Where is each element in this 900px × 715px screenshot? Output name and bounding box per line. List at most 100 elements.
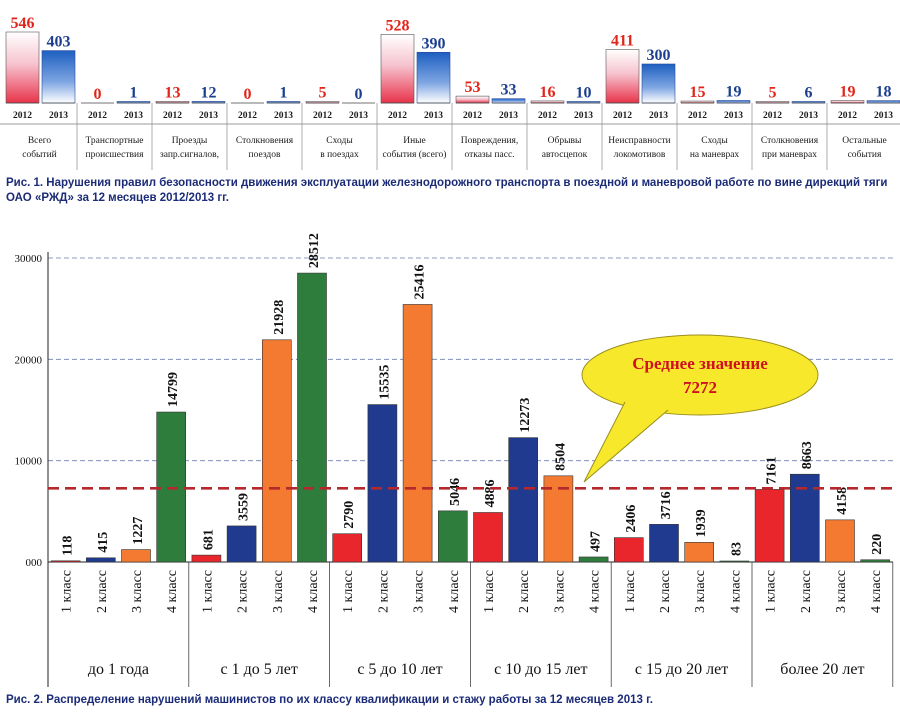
x-tick-label: 2 класс <box>95 570 110 613</box>
x-tick-label: 1 класс <box>482 570 497 613</box>
average-callout: Среднее значение 7272 <box>581 334 819 483</box>
value-label: 403 <box>47 34 71 51</box>
value-label: 12273 <box>518 398 533 433</box>
value-label: 19 <box>840 84 856 101</box>
bar-class-1 <box>191 554 222 563</box>
experience-group-label: с 1 до 5 лет <box>221 661 298 678</box>
value-label: 300 <box>647 47 671 64</box>
value-label: 1 <box>130 85 138 102</box>
group-3: 13 2012 12 2013 Проезды запр.сигналов, <box>151 84 226 170</box>
value-label: 15 <box>690 84 706 101</box>
bar-class-3 <box>543 475 574 563</box>
bar-class-3 <box>121 549 151 563</box>
callout-pointer-edge <box>583 401 669 483</box>
year-label: 2012 <box>688 111 707 121</box>
value-label: 3559 <box>237 493 252 521</box>
category-label-line2: события <box>848 149 882 160</box>
value-label: 390 <box>422 35 446 52</box>
experience-group-label: с 10 до 15 лет <box>494 661 587 678</box>
bar-class-4 <box>297 272 327 563</box>
value-label: 19 <box>726 84 742 101</box>
category-label-line2: событий <box>22 149 57 160</box>
value-label: 83 <box>729 542 744 556</box>
x-tick-label: 2 класс <box>376 570 391 613</box>
bar-class-4 <box>437 510 468 563</box>
bar-class-1 <box>473 512 503 563</box>
experience-group-label: более 20 лет <box>780 661 864 678</box>
experience-group-4: 4886 1 класс 12273 2 класс 8504 3 класс 497 4 к… <box>473 398 612 687</box>
experience-group-3: 2790 1 класс 15535 2 класс 25416 3 класс 5046 4… <box>332 264 471 687</box>
experience-group-2: 681 1 класс 3559 2 класс 21928 3 класс 28512 4 … <box>191 233 331 687</box>
value-label: 5 <box>319 85 327 102</box>
category-label-line2: в поездах <box>320 150 359 160</box>
bar-class-3 <box>402 304 433 563</box>
y-tick-label: 20000 <box>15 354 43 366</box>
x-tick-label: 2 класс <box>658 570 673 613</box>
bar-class-2 <box>649 524 679 563</box>
value-label: 411 <box>611 33 634 50</box>
category-label-line1: Повреждения, <box>461 136 519 146</box>
value-label: 1939 <box>694 509 709 537</box>
value-label: 28512 <box>307 233 322 268</box>
value-label: 25416 <box>413 264 428 299</box>
year-label: 2012 <box>163 111 182 121</box>
category-label-line1: Неисправности <box>608 136 670 146</box>
group-9: 411 2012 300 2013 Неисправности локомотивов <box>601 33 676 170</box>
value-label: 4158 <box>835 487 850 515</box>
year-label: 2013 <box>349 111 368 121</box>
year-label: 2012 <box>613 111 632 121</box>
bar-class-4 <box>578 556 609 563</box>
year-label: 2013 <box>49 111 68 121</box>
value-label: 0 <box>355 86 363 103</box>
value-label: 14799 <box>166 372 181 407</box>
x-tick-label: 1 класс <box>60 570 75 613</box>
category-label-line1: Проезды <box>172 136 208 146</box>
group-11: 5 2012 6 2013 Столкновения при маневрах <box>751 85 826 170</box>
value-label: 118 <box>61 536 76 556</box>
category-label-line2: поездов <box>249 150 281 160</box>
value-label: 5 <box>769 85 777 102</box>
y-tick-label: 000 <box>26 557 43 569</box>
x-tick-label: 3 класс <box>130 570 145 613</box>
group-4: 0 2012 1 2013 Столкновения поездов <box>226 85 301 170</box>
category-label-line2: события (всего) <box>383 149 447 160</box>
bar-2012 <box>380 34 415 104</box>
x-tick-label: 2 класс <box>236 570 251 613</box>
group-8: 16 2012 10 2013 Обрывы автосцепок <box>526 84 601 170</box>
year-label: 2013 <box>274 111 293 121</box>
value-label: 415 <box>96 532 111 553</box>
year-label: 2013 <box>574 111 593 121</box>
category-label-line2: автосцепок <box>542 150 588 160</box>
x-tick-label: 2 класс <box>799 570 814 613</box>
year-label: 2013 <box>199 111 218 121</box>
average-value: 7272 <box>683 378 717 397</box>
value-label: 4886 <box>483 479 498 507</box>
category-label-line1: Столкновения <box>236 136 294 146</box>
x-tick-label: 1 класс <box>623 570 638 613</box>
violations-comparison-chart: 54620124032013Всегособытий0201212013Тран… <box>0 15 900 170</box>
average-label: Среднее значение <box>632 354 768 373</box>
value-label: 1227 <box>131 517 146 545</box>
value-label: 220 <box>870 534 885 555</box>
bar-class-4 <box>860 559 891 563</box>
category-label-line1: Остальные <box>842 136 886 146</box>
category-label-line1: Транспортные <box>85 136 143 146</box>
x-tick-label: 2 класс <box>517 570 532 613</box>
bar-2013 <box>41 50 76 104</box>
group-5: 5 2012 0 2013 Сходы в поездах <box>301 85 375 170</box>
x-tick-label: 3 класс <box>271 570 286 613</box>
value-label: 3716 <box>659 491 674 519</box>
value-label: 2406 <box>624 505 639 533</box>
value-label: 8504 <box>553 443 568 471</box>
value-label: 16 <box>540 84 556 101</box>
x-tick-label: 3 класс <box>552 570 567 613</box>
category-label-line1: Сходы <box>701 136 728 146</box>
value-label: 2790 <box>342 501 357 529</box>
x-tick-label: 1 класс <box>200 570 215 613</box>
year-label: 2013 <box>499 111 518 121</box>
x-tick-label: 4 класс <box>306 570 321 613</box>
year-label: 2013 <box>724 111 743 121</box>
bar-2012 <box>5 31 40 104</box>
group-2: 0 2012 1 2013 Транспортные происшествия <box>76 85 151 170</box>
value-label: 1 <box>280 85 288 102</box>
